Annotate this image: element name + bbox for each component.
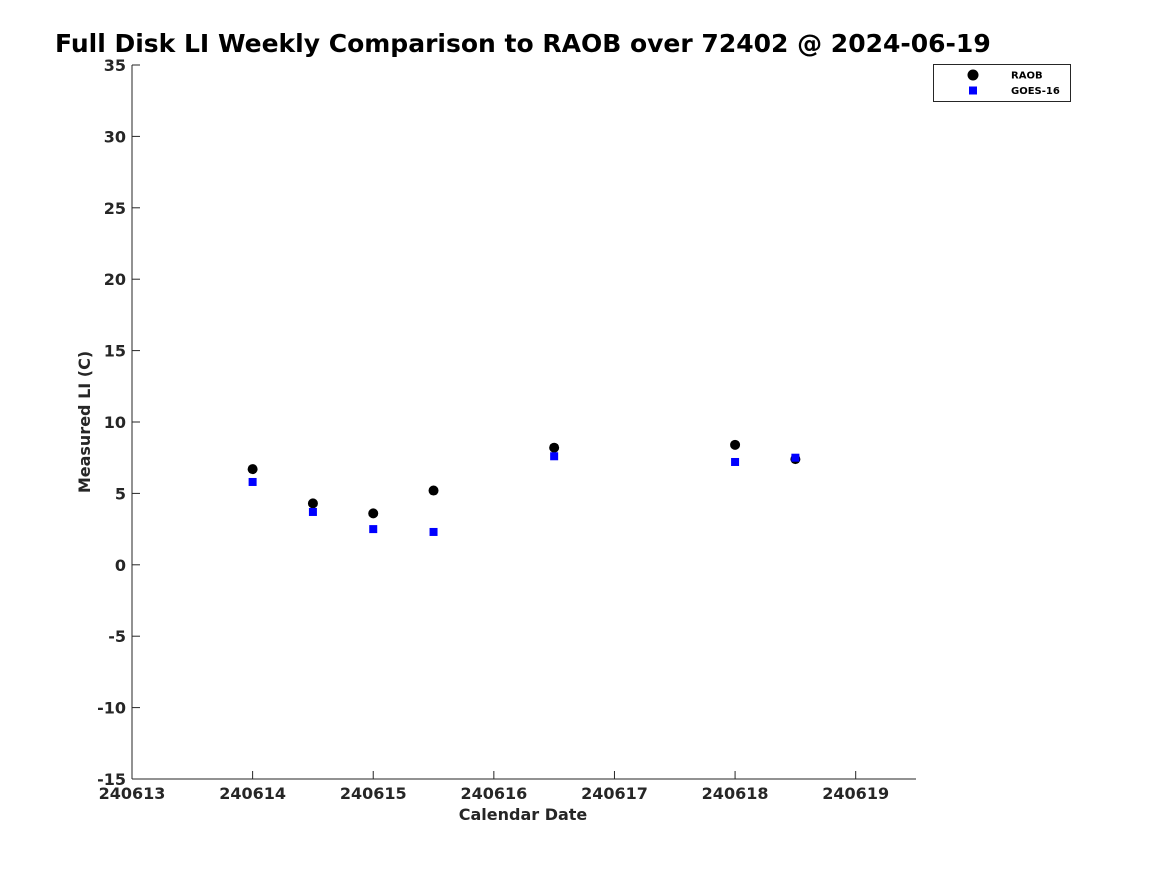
raob-point <box>368 508 379 519</box>
raob-point <box>428 485 439 496</box>
y-tick-label: 20 <box>104 270 126 289</box>
goes-16-point <box>429 527 438 536</box>
goes-16-point <box>369 525 378 534</box>
legend-entry-label: GOES-16 <box>1011 86 1060 97</box>
legend-goes-16-marker <box>969 86 977 95</box>
y-tick-label: -10 <box>97 699 126 718</box>
legend-entry-label: RAOB <box>1011 71 1043 82</box>
x-tick-label: 240615 <box>340 784 407 803</box>
y-tick-label: -5 <box>108 627 126 646</box>
y-tick-label: 25 <box>104 199 126 218</box>
y-tick-label: -15 <box>97 770 126 789</box>
x-tick-label: 240618 <box>702 784 769 803</box>
raob-point <box>549 442 560 453</box>
data-points <box>247 439 801 536</box>
y-tick-label: 0 <box>115 556 126 575</box>
y-tick-label: 5 <box>115 484 126 503</box>
raob-point <box>247 464 258 475</box>
legend-box <box>933 64 1071 102</box>
y-tick-label: 15 <box>104 342 126 361</box>
y-axis-ticks: 35 30 25 20 15 10 5 0 -5 -10 -15 <box>97 56 140 789</box>
raob-point <box>730 439 741 450</box>
x-axis-ticks: 240613 240614 240615 240616 240617 240618 2406… <box>99 771 889 803</box>
x-tick-label: 240617 <box>581 784 648 803</box>
y-tick-label: 30 <box>104 127 126 146</box>
goes-16-point <box>791 453 800 462</box>
goes-16-point <box>550 452 559 461</box>
y-tick-label: 35 <box>104 56 126 75</box>
legend-raob-marker <box>967 69 979 81</box>
x-tick-label: 240616 <box>460 784 527 803</box>
y-tick-label: 10 <box>104 413 126 432</box>
x-tick-label: 240619 <box>822 784 889 803</box>
x-tick-label: 240613 <box>99 784 166 803</box>
raob-point <box>307 498 318 509</box>
goes-16-point <box>308 507 317 516</box>
goes-16-point <box>248 477 257 486</box>
x-axis-label: Calendar Date <box>459 805 588 824</box>
y-axis-label: Measured LI (C) <box>75 351 94 493</box>
goes-16-point <box>731 457 740 466</box>
x-tick-label: 240614 <box>219 784 286 803</box>
legend: RAOB GOES-16 <box>933 64 1071 102</box>
chart-title: Full Disk LI Weekly Comparison to RAOB o… <box>55 29 991 58</box>
plot-area <box>132 65 916 779</box>
